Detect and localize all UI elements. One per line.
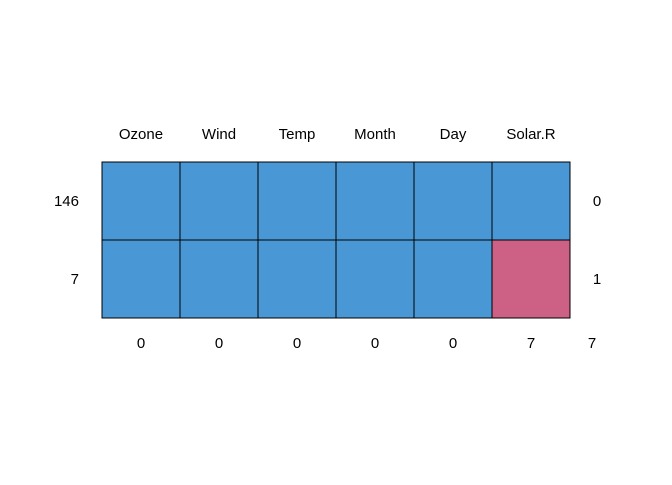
row-missing-count-label-1: 1 <box>593 271 601 288</box>
column-label-2: Temp <box>279 126 316 143</box>
column-missing-total-5: 7 <box>527 335 535 352</box>
pattern-cell-r1-c4 <box>413 239 493 319</box>
row-count-labels: 146 7 <box>54 193 79 288</box>
column-label-4: Day <box>440 126 467 143</box>
pattern-cell-r1-c2 <box>257 239 337 319</box>
column-label-1: Wind <box>202 126 236 143</box>
grand-total-missing: 7 <box>588 335 596 352</box>
grand-total-group: 7 <box>588 335 596 352</box>
pattern-cell-r0-c1 <box>179 161 259 241</box>
column-missing-total-4: 0 <box>449 335 457 352</box>
row-count-label-0: 146 <box>54 193 79 210</box>
cell-group <box>101 161 571 319</box>
column-missing-total-0: 0 <box>137 335 145 352</box>
pattern-cell-r0-c5 <box>491 161 571 241</box>
column-missing-total-3: 0 <box>371 335 379 352</box>
column-missing-total-2: 0 <box>293 335 301 352</box>
column-total-labels: 0 0 0 0 0 7 <box>137 335 535 352</box>
pattern-cell-r1-c5 <box>491 239 571 319</box>
column-labels: Ozone Wind Temp Month Day Solar.R <box>119 126 556 143</box>
column-label-0: Ozone <box>119 126 163 143</box>
pattern-cell-r0-c3 <box>335 161 415 241</box>
column-label-3: Month <box>354 126 396 143</box>
column-label-5: Solar.R <box>506 126 555 143</box>
pattern-cell-r1-c1 <box>179 239 259 319</box>
pattern-cell-r1-c3 <box>335 239 415 319</box>
row-missing-labels: 01 <box>593 193 601 288</box>
pattern-cell-r0-c0 <box>101 161 181 241</box>
pattern-cell-r0-c4 <box>413 161 493 241</box>
column-missing-total-1: 0 <box>215 335 223 352</box>
row-missing-count-label-0: 0 <box>593 193 601 210</box>
pattern-cell-r0-c2 <box>257 161 337 241</box>
row-count-label-1: 7 <box>71 271 79 288</box>
pattern-cell-r1-c0 <box>101 239 181 319</box>
